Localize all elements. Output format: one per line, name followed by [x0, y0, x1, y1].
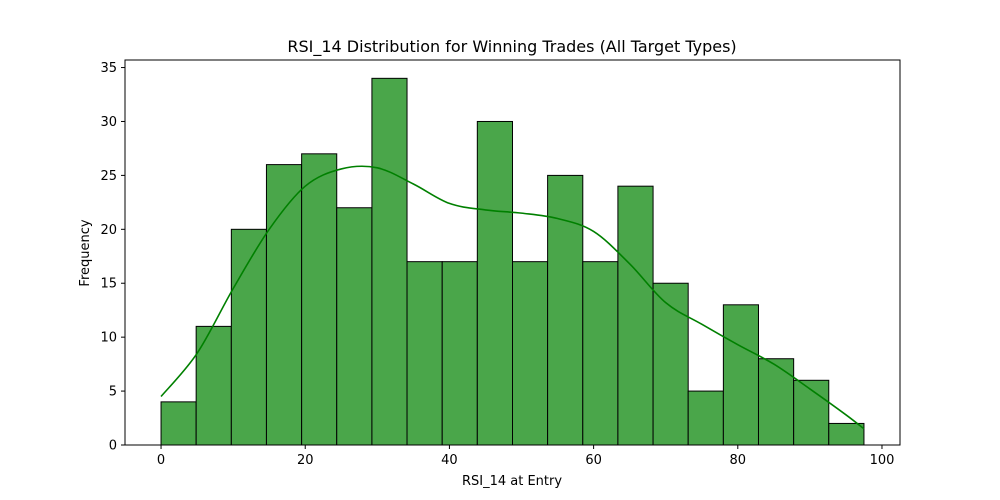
chart-title: RSI_14 Distribution for Winning Trades (… — [287, 37, 736, 57]
histogram-bar — [652, 282, 689, 446]
histogram-bar — [265, 164, 303, 446]
histogram-bar — [195, 325, 232, 446]
x-tick-label: 20 — [297, 453, 314, 468]
histogram-bar — [336, 207, 373, 446]
x-tick-label: 80 — [730, 453, 747, 468]
kde-curve — [160, 165, 865, 430]
histogram-bar — [406, 261, 443, 446]
kde-group — [160, 165, 865, 430]
y-axis-label: Frequency — [78, 219, 93, 286]
histogram-bar — [547, 174, 584, 446]
histogram-bar — [722, 304, 759, 446]
histogram-bar — [757, 358, 795, 446]
y-tick-label: 10 — [100, 331, 117, 346]
y-ticks: 0 5 10 15 20 25 30 35 — [100, 61, 125, 454]
x-ticks: 0 20 40 60 80 100 — [157, 445, 894, 468]
x-tick-label: 100 — [870, 453, 895, 468]
bars-group — [160, 77, 865, 446]
histogram-bar — [582, 261, 619, 446]
histogram-bar — [301, 153, 338, 446]
histogram-bar — [512, 261, 549, 446]
y-tick-label: 0 — [109, 439, 117, 454]
plot-frame — [124, 59, 901, 446]
histogram-bar — [441, 261, 478, 446]
histogram-bar — [160, 401, 197, 446]
histogram-bar — [230, 228, 267, 446]
x-axis-label: RSI_14 at Entry — [462, 474, 562, 489]
x-tick-label: 0 — [157, 453, 165, 468]
y-tick-label: 5 — [109, 385, 117, 400]
x-tick-label: 60 — [585, 453, 602, 468]
histogram-bar — [476, 120, 513, 446]
y-tick-label: 25 — [100, 169, 117, 184]
y-tick-label: 20 — [100, 223, 117, 238]
y-tick-label: 30 — [100, 115, 117, 130]
histogram-bar — [687, 390, 724, 446]
histogram-bar — [828, 422, 865, 446]
y-tick-label: 15 — [100, 277, 117, 292]
histogram-bar — [793, 379, 830, 446]
histogram-bar — [371, 77, 408, 446]
y-tick-label: 35 — [100, 61, 117, 76]
histogram-bar — [617, 185, 654, 446]
x-tick-label: 40 — [441, 453, 458, 468]
